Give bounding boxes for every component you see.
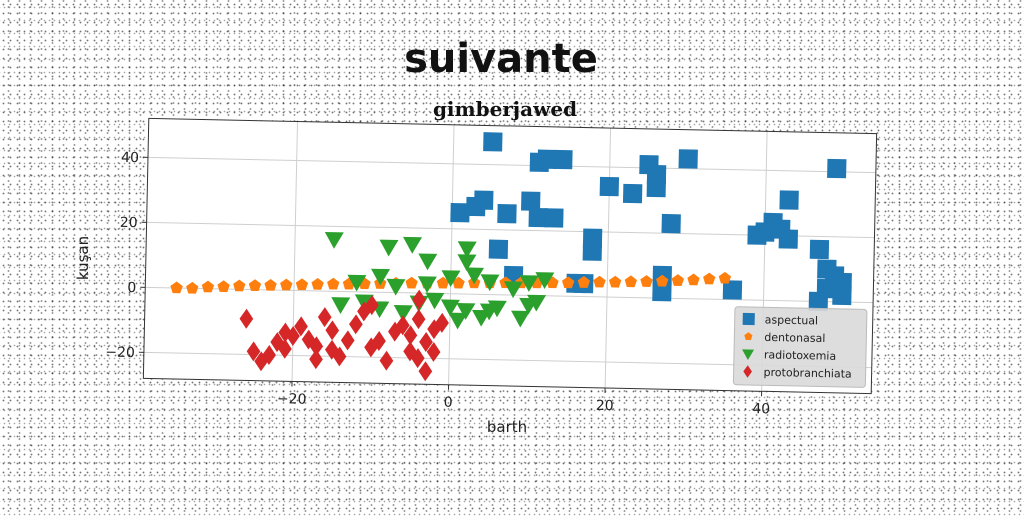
legend-label-radiotoxemia: radiotoxemia	[764, 348, 836, 363]
x-tick-label: −20	[277, 391, 307, 408]
y-tick-label: 40	[121, 150, 139, 166]
x-tick-label: 0	[444, 395, 453, 411]
chart-title: gimberjawed	[433, 97, 577, 121]
aspectual-point	[661, 214, 680, 233]
aspectual-point	[779, 190, 798, 209]
aspectual-point	[679, 149, 698, 168]
plot-area: −20 0 20 40 −20 0 20 40 aspectual dentonasal radi…	[104, 118, 876, 420]
aspectual-point	[779, 229, 798, 248]
y-tick-label: 0	[127, 280, 136, 296]
aspectual-point	[583, 242, 602, 261]
aspectual-point	[489, 240, 508, 259]
aspectual-point	[623, 184, 642, 203]
legend-marker-aspectual	[743, 313, 755, 325]
legend-label-dentonasal: dentonasal	[764, 331, 825, 345]
legend-label-protobranchiata: protobranchiata	[763, 366, 851, 381]
x-tick-label: 20	[596, 398, 614, 414]
aspectual-point	[497, 204, 516, 223]
aspectual-point	[544, 208, 563, 227]
y-tick-label: −20	[105, 345, 135, 362]
y-axis-label: kuşan	[74, 236, 92, 280]
aspectual-point	[647, 178, 666, 197]
legend-label-aspectual: aspectual	[765, 313, 819, 327]
aspectual-point	[483, 132, 502, 151]
aspectual-point	[832, 286, 851, 305]
y-tick-label: 20	[120, 215, 138, 231]
aspectual-point	[827, 159, 846, 178]
legend: aspectual dentonasal radiotoxemia protobran…	[733, 307, 867, 388]
x-axis-label: barth	[487, 418, 527, 436]
chart-suptitle: suivante	[404, 36, 598, 82]
aspectual-point	[810, 240, 829, 259]
aspectual-point	[553, 150, 572, 169]
aspectual-point	[474, 190, 493, 209]
x-tick-label: 40	[752, 401, 770, 417]
aspectual-point	[600, 177, 619, 196]
